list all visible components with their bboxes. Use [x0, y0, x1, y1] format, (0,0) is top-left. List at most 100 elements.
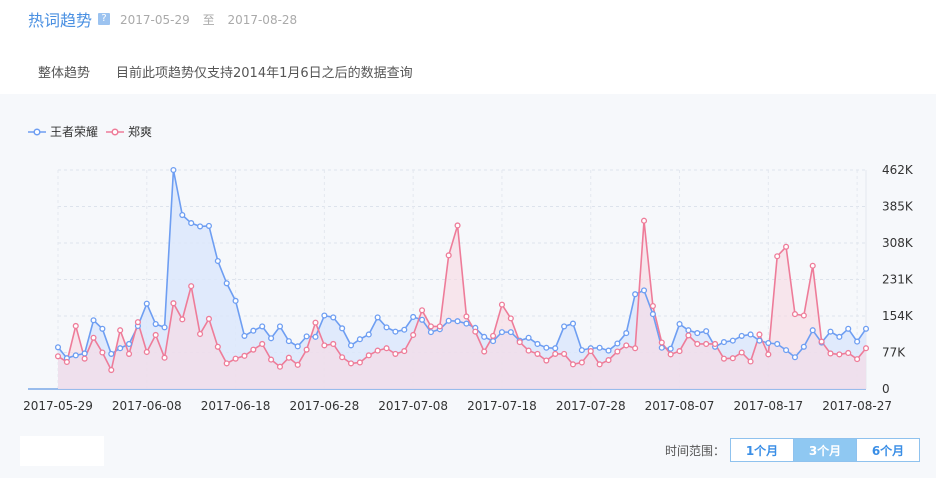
y-tick-label: 462K [882, 163, 914, 177]
data-point-series1 [614, 340, 621, 347]
data-point-series1 [303, 333, 310, 340]
data-point-series1 [197, 223, 204, 230]
data-point-series2 [490, 332, 497, 339]
legend-item-series1[interactable]: 王者荣耀 [28, 123, 98, 140]
data-point-series1 [507, 329, 514, 336]
legend-series1-icon [28, 127, 46, 136]
data-point-series2 [765, 351, 772, 358]
data-point-series2 [463, 313, 470, 320]
data-point-series1 [117, 345, 124, 352]
data-point-series1 [214, 257, 221, 265]
data-point-series1 [791, 354, 799, 361]
data-point-series1 [569, 320, 577, 327]
data-point-series1 [347, 342, 355, 349]
data-point-series1 [259, 323, 266, 330]
data-point-series2 [294, 361, 301, 368]
data-point-series1 [552, 345, 559, 352]
data-point-series2 [170, 300, 177, 307]
data-point-series1 [774, 340, 781, 348]
data-point-series2 [125, 350, 133, 357]
data-point-series1 [54, 344, 62, 351]
data-point-series2 [481, 348, 488, 355]
data-point-series1 [321, 312, 328, 319]
data-point-series2 [712, 340, 719, 348]
data-point-series2 [410, 331, 417, 339]
data-point-series1 [99, 325, 106, 332]
legend-series2-icon [106, 127, 125, 136]
data-point-series2 [374, 347, 381, 354]
data-point-series1 [561, 323, 568, 330]
data-point-series2 [250, 346, 257, 353]
data-point-series2 [401, 348, 408, 355]
data-point-series2 [259, 340, 266, 348]
data-point-series2 [81, 355, 88, 362]
range-button-3-months[interactable]: 3个月 [793, 438, 857, 462]
data-point-series1 [827, 328, 834, 335]
data-point-series1 [250, 327, 257, 334]
data-point-series2 [72, 322, 79, 330]
data-point-series2 [694, 340, 701, 348]
data-point-series2 [747, 358, 754, 365]
subbar: 整体趋势 目前此项趋势仅支持2014年1月6日之后的数据查询 [38, 62, 413, 81]
data-point-series1 [161, 324, 168, 331]
data-point-series1 [454, 318, 461, 325]
data-point-series1 [694, 330, 701, 337]
data-point-series1 [658, 344, 665, 351]
data-point-series2 [454, 222, 461, 229]
data-point-series2 [729, 355, 736, 362]
data-point-series1 [463, 320, 470, 327]
page-header: 热词趋势 ? 2017-05-29 至 2017-08-28 [28, 8, 306, 30]
data-point-series1 [747, 331, 754, 338]
data-point-series2 [605, 357, 612, 364]
data-point-series1 [765, 339, 772, 347]
data-point-series1 [401, 326, 408, 333]
data-point-series1 [809, 327, 816, 334]
data-point-series1 [783, 347, 790, 354]
data-point-series2 [383, 345, 390, 352]
data-point-series2 [561, 350, 568, 357]
data-point-series1 [605, 347, 612, 354]
data-point-series1 [294, 343, 301, 350]
data-point-series2 [330, 340, 337, 348]
data-point-series2 [818, 338, 825, 345]
data-point-series2 [827, 350, 834, 357]
data-point-series2 [569, 361, 577, 368]
data-point-series2 [436, 323, 443, 330]
data-point-series2 [392, 350, 399, 357]
data-point-series2 [658, 339, 665, 346]
help-icon[interactable]: ? [98, 13, 111, 25]
data-point-series1 [188, 220, 195, 227]
data-point-series2 [632, 345, 639, 352]
data-point-series2 [99, 349, 106, 356]
data-point-series1 [241, 332, 248, 339]
y-tick-label: 385K [882, 200, 914, 214]
x-tick-label: 2017-07-28 [556, 399, 626, 413]
legend-item-series2[interactable]: 郑爽 [106, 123, 152, 140]
x-tick-label: 2017-06-28 [289, 399, 359, 413]
data-point-series1 [640, 287, 648, 294]
data-point-series2 [507, 315, 514, 322]
data-point-series2 [640, 217, 648, 224]
trend-chart: 0 77K 154K 231K 308K 385K 462K 2017-05-29 2017-0… [23, 163, 914, 413]
data-point-series1 [152, 321, 159, 328]
y-tick-label: 0 [882, 382, 890, 396]
data-point-series2 [427, 323, 434, 330]
data-point-series1 [525, 334, 532, 341]
data-point-series1 [596, 344, 603, 351]
data-point-series1 [276, 323, 284, 330]
x-tick-label: 2017-08-17 [733, 399, 803, 413]
data-point-series1 [268, 335, 275, 342]
data-point-series1 [481, 333, 488, 340]
data-point-series2 [472, 328, 479, 335]
data-point-series2 [54, 353, 62, 360]
data-point-series2 [534, 350, 541, 357]
tab-overall-trend[interactable]: 整体趋势 [38, 66, 91, 81]
page-title: 热词趋势 [28, 11, 93, 30]
data-point-series2 [312, 319, 319, 326]
data-point-series1 [845, 325, 852, 332]
range-button-6-months[interactable]: 6个月 [856, 438, 920, 462]
data-point-series2 [862, 345, 870, 352]
data-point-series1 [703, 328, 710, 335]
range-button-1-month[interactable]: 1个月 [730, 438, 794, 462]
data-point-series2 [161, 354, 168, 361]
